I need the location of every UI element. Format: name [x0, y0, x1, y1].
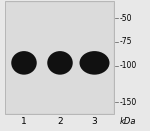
Text: kDa: kDa — [120, 117, 136, 126]
Text: 2: 2 — [57, 117, 63, 126]
Text: -75: -75 — [119, 37, 132, 46]
Text: -150: -150 — [119, 98, 136, 107]
Text: 1: 1 — [21, 117, 27, 126]
Bar — [6, 3, 112, 113]
Bar — [4, 1, 114, 114]
Ellipse shape — [11, 51, 37, 75]
Ellipse shape — [47, 51, 73, 75]
Ellipse shape — [80, 51, 110, 75]
Text: -50: -50 — [119, 14, 132, 23]
Text: -100: -100 — [119, 61, 136, 70]
Text: 3: 3 — [92, 117, 97, 126]
